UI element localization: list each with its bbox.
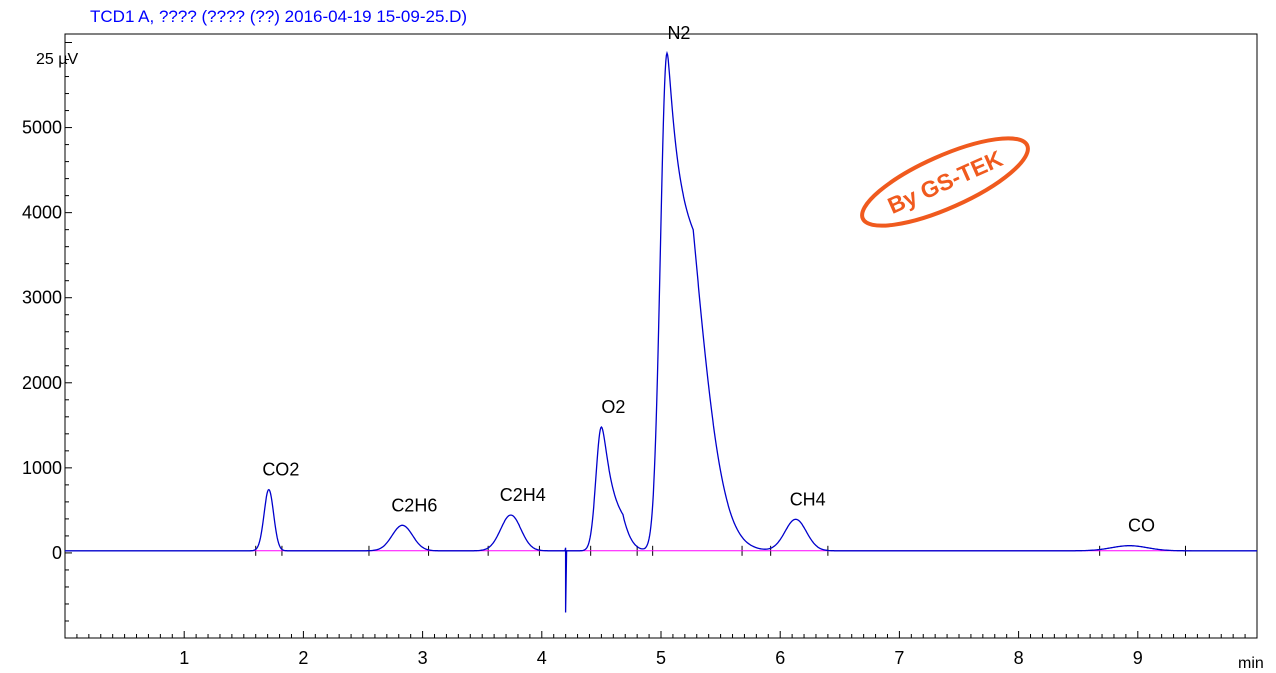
peak-label-c2h4: C2H4 bbox=[500, 485, 546, 505]
x-tick-label: 2 bbox=[298, 648, 308, 668]
peak-label-c2h6: C2H6 bbox=[391, 495, 437, 515]
peak-label-o2: O2 bbox=[601, 397, 625, 417]
x-tick-label: 1 bbox=[179, 648, 189, 668]
x-tick-label: 8 bbox=[1014, 648, 1024, 668]
x-tick-label: 4 bbox=[537, 648, 547, 668]
peak-label-n2: N2 bbox=[667, 23, 690, 43]
watermark-text: By GS-TEK bbox=[884, 145, 1007, 219]
chart-title: TCD1 A, ???? (???? (??) 2016-04-19 15-09… bbox=[90, 7, 467, 26]
peak-label-ch4: CH4 bbox=[790, 489, 826, 509]
signal-trace bbox=[65, 50, 1257, 613]
y-unit-label: 25 µV bbox=[36, 51, 78, 68]
y-tick-label: 0 bbox=[52, 543, 62, 563]
y-tick-label: 2000 bbox=[22, 373, 62, 393]
y-tick-label: 5000 bbox=[22, 118, 62, 138]
x-unit-label: min bbox=[1238, 655, 1264, 672]
watermark-ellipse bbox=[860, 136, 1030, 228]
plot-frame bbox=[64, 33, 1258, 639]
y-tick-label: 3000 bbox=[22, 288, 62, 308]
peak-labels: CO2 C2H6 C2H4 O2 N2 CH4 CO bbox=[262, 23, 1155, 536]
x-tick-label: 7 bbox=[894, 648, 904, 668]
y-tick-label: 1000 bbox=[22, 458, 62, 478]
watermark-stamp: By GS-TEK bbox=[860, 136, 1030, 228]
peak-label-co: CO bbox=[1128, 516, 1155, 536]
peak-label-co2: CO2 bbox=[262, 460, 299, 480]
x-tick-label: 6 bbox=[775, 648, 785, 668]
x-tick-label: 5 bbox=[656, 648, 666, 668]
x-tick-label: 3 bbox=[418, 648, 428, 668]
axes: 1 2 3 4 5 6 7 8 9 0 1000 2000 3000 4000 5000 bbox=[22, 42, 1246, 668]
x-tick-label: 9 bbox=[1133, 648, 1143, 668]
y-tick-label: 4000 bbox=[22, 203, 62, 223]
